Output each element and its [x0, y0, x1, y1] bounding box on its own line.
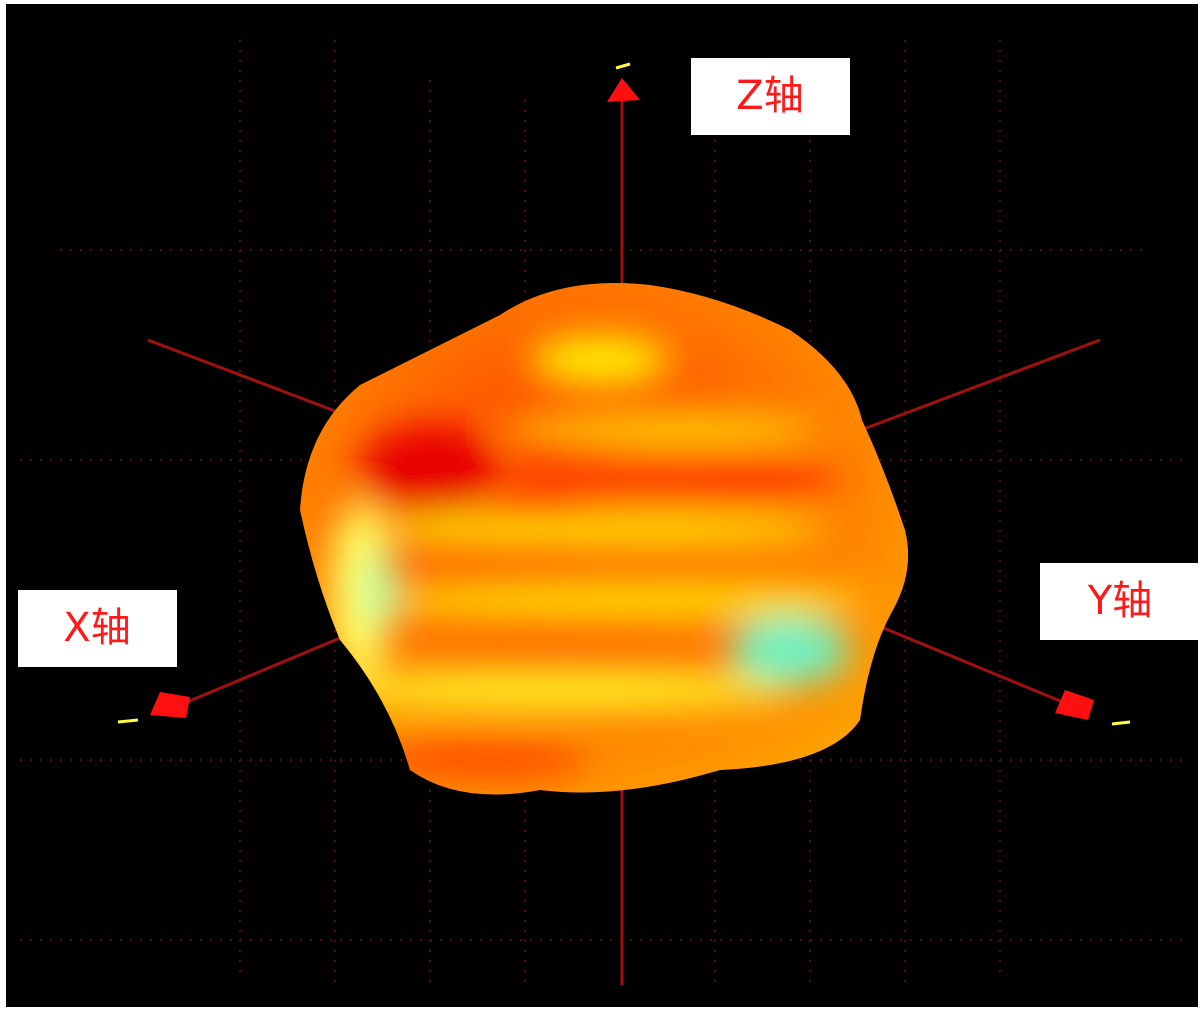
- z-axis-label: Z轴: [736, 73, 803, 119]
- label-box: [18, 590, 177, 667]
- radiation-pattern: [300, 283, 909, 795]
- label-box: [691, 58, 850, 135]
- x-axis-label: X轴: [63, 605, 130, 651]
- y-axis-label: Y轴: [1087, 578, 1152, 624]
- grid: [20, 40, 1190, 990]
- axis-ticks: [117, 62, 1131, 726]
- label-box: [1040, 563, 1200, 640]
- axis-arrows: [150, 78, 1094, 720]
